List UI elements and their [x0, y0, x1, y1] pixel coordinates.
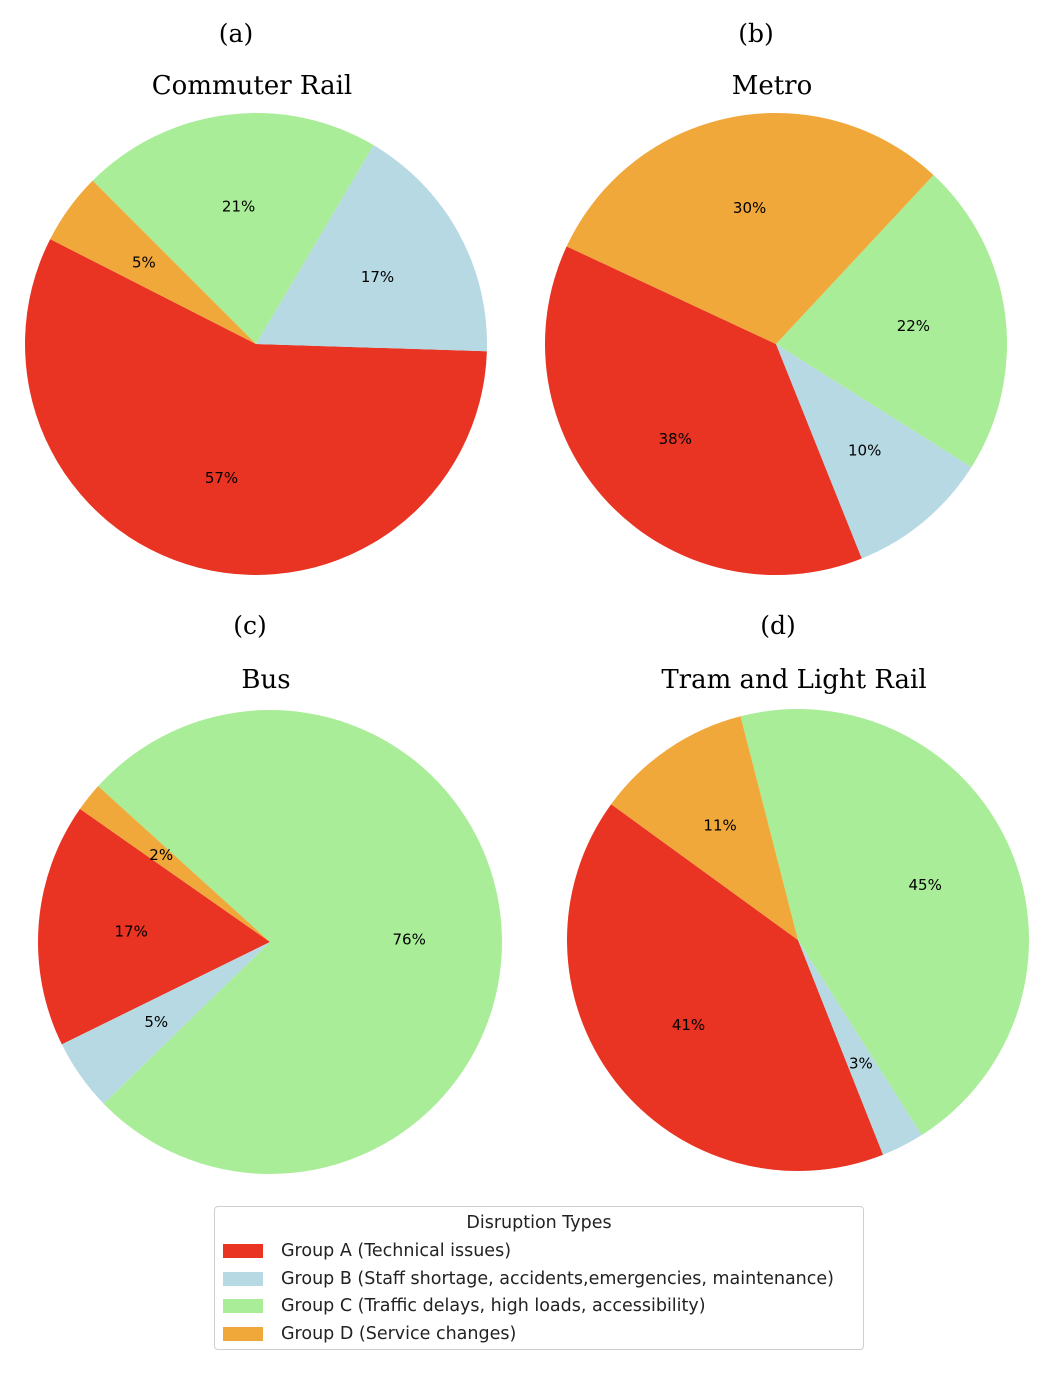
pie-chart-d: (d) Tram and Light Rail 41% 3% 45% 11% [566, 611, 1030, 1172]
panel-label-b: (b) [738, 19, 774, 48]
legend-swatch-group-c [223, 1299, 263, 1313]
legend-item-group-b: Group B (Staff shortage, accidents,emerg… [223, 1268, 834, 1290]
pie-chart-c: (c) Bus 17% 5% 76% 2% [38, 611, 503, 1174]
pie-slice-d-group-b [798, 940, 922, 1155]
pie-slice-c-group-a [38, 808, 270, 1045]
legend-item-group-a: Group A (Technical issues) [223, 1240, 511, 1262]
pie-chart-b: (b) Metro 38% 10% 22% 30% [544, 19, 1007, 576]
pie-chart-a: (a) Commuter Rail 57% 17% 21% 5% [25, 19, 488, 575]
legend-item-group-d: Group D (Service changes) [223, 1323, 516, 1345]
legend-label-group-b: Group B (Staff shortage, accidents,emerg… [281, 1269, 834, 1289]
legend-swatch-group-b [223, 1272, 263, 1286]
slice-label-a-group-b: 17% [361, 268, 394, 286]
pie-slice-d-group-c [740, 709, 1030, 1136]
slice-label-a-group-a: 57% [205, 469, 238, 487]
pie-slice-b-group-a [544, 246, 862, 576]
pie-slice-b-group-b [776, 344, 972, 559]
slice-label-a-group-c: 21% [222, 198, 255, 216]
pie-slice-c-group-c [98, 709, 503, 1174]
pie-slice-d-group-d [611, 716, 798, 940]
pie-slice-d-group-a [566, 804, 884, 1172]
slice-label-c-group-c: 76% [393, 931, 426, 949]
chart-title-b: Metro [732, 71, 813, 101]
chart-title-c: Bus [241, 665, 290, 695]
slice-label-d-group-a: 41% [672, 1016, 705, 1034]
slice-label-c-group-d: 2% [149, 846, 173, 864]
slice-label-b-group-d: 30% [733, 199, 766, 217]
slice-label-b-group-a: 38% [659, 430, 692, 448]
pie-slice-c-group-d [79, 786, 271, 942]
legend-label-group-a: Group A (Technical issues) [281, 1241, 512, 1261]
legend-swatch-group-d [223, 1327, 263, 1341]
pie-slice-b-group-d [566, 113, 934, 344]
pie-slice-a-group-a [25, 239, 487, 575]
panel-label-a: (a) [219, 19, 253, 48]
legend-title: Disruption Types [466, 1213, 612, 1233]
panel-label-c: (c) [233, 611, 267, 640]
slice-label-a-group-d: 5% [132, 254, 156, 272]
slice-label-b-group-c: 22% [897, 317, 930, 335]
pie-slice-a-group-c [92, 113, 374, 344]
legend-label-group-d: Group D (Service changes) [281, 1324, 517, 1344]
legend: Disruption Types Group A (Technical issu… [214, 1206, 864, 1350]
legend-label-group-c: Group C (Traffic delays, high loads, acc… [281, 1296, 706, 1316]
slice-label-d-group-b: 3% [849, 1055, 873, 1073]
chart-title-a: Commuter Rail [152, 71, 352, 101]
slice-label-c-group-b: 5% [144, 1013, 168, 1031]
slice-label-d-group-c: 45% [909, 876, 942, 894]
chart-title-d: Tram and Light Rail [661, 665, 926, 695]
pie-slice-b-group-c [776, 175, 1007, 468]
slice-label-c-group-a: 17% [115, 922, 148, 940]
legend-swatch-group-a [223, 1244, 263, 1258]
pie-slice-a-group-d [50, 180, 257, 344]
legend-item-group-c: Group C (Traffic delays, high loads, acc… [223, 1295, 706, 1317]
pie-slice-c-group-b [61, 942, 271, 1104]
slice-label-b-group-b: 10% [848, 442, 881, 460]
pie-slice-a-group-b [256, 145, 488, 352]
panel-label-d: (d) [760, 611, 796, 640]
slice-label-d-group-d: 11% [703, 816, 736, 834]
